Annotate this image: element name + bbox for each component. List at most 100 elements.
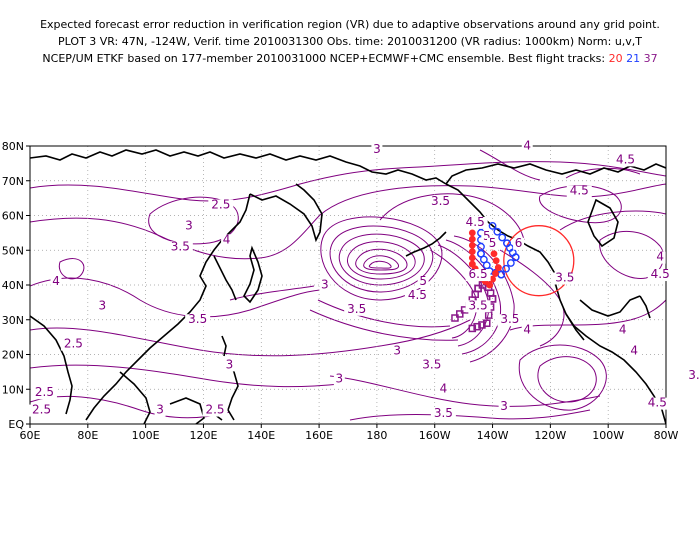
contour-label: 2.5 (205, 403, 224, 417)
contour-label-bg (685, 369, 700, 382)
lat-label: 40N (2, 279, 24, 292)
contour-lines (30, 149, 666, 421)
contour-label: 3 (156, 403, 164, 417)
track-21-marker (502, 264, 510, 273)
contour-label: 5 (419, 274, 427, 288)
track-20-marker (468, 229, 476, 237)
contour-label-bg (566, 185, 592, 198)
title-line-1: Expected forecast error reduction in ver… (40, 18, 660, 31)
contour-label: 3.5 (347, 302, 366, 316)
contour-label-bg (29, 404, 55, 417)
track-20-marker (468, 254, 476, 262)
contour-label: 3.5 (188, 312, 207, 326)
contour-label-bg (221, 234, 233, 247)
verification-region-circle (503, 225, 575, 297)
contour-label: 3.5 (500, 312, 519, 326)
contour-label-bg (654, 251, 666, 264)
track-20-label: 20 (608, 52, 623, 65)
contour-label-bg (437, 383, 449, 396)
contour-label-bg (371, 143, 383, 156)
contour-label: 2.5 (211, 198, 230, 212)
lon-label: 80E (77, 429, 98, 442)
contour-label-bg (647, 269, 673, 282)
lat-label: 30N (2, 314, 24, 327)
contour-label: 4.5 (616, 152, 635, 166)
contour-label-bg (552, 272, 578, 285)
contour-label-bg (419, 359, 445, 372)
lon-label: 100E (132, 429, 160, 442)
contour-label-bg (481, 230, 493, 243)
contour-label: 4 (523, 138, 531, 152)
track-21-marker (493, 227, 502, 236)
lon-label: 80W (654, 429, 679, 442)
contour-label-bg (487, 237, 499, 250)
lon-label: 120W (534, 429, 566, 442)
contour-label-bg (613, 154, 639, 167)
contour-label-bg (521, 324, 533, 337)
contour-label: 3 (185, 218, 193, 232)
contour-label: 2.5 (35, 385, 54, 399)
contour-label: 4.5 (408, 288, 427, 302)
track-37-marker (488, 295, 497, 303)
track-21-marker (503, 239, 511, 248)
contour-label: 3 (500, 399, 508, 413)
track-20-marker (490, 250, 498, 258)
contour-label: 4 (656, 250, 664, 264)
contour-label-bg (183, 220, 195, 233)
track-20-marker (468, 241, 476, 249)
contour-label-bg (154, 404, 166, 417)
contour-label-bg (521, 140, 533, 153)
lon-label: 140E (247, 429, 275, 442)
track-37-marker (456, 310, 464, 318)
contour-label: 4 (523, 323, 531, 337)
contour-label-bg (644, 397, 670, 410)
lat-label: 70N (2, 175, 24, 188)
contour-label-bg (617, 324, 629, 337)
contour-label-bg (417, 276, 429, 288)
contour-label-bg (404, 289, 430, 302)
flight-tracks (451, 222, 520, 333)
track-21-marker (498, 233, 507, 242)
contour-label: 2.5 (32, 403, 51, 417)
contour-label-bg (628, 345, 640, 358)
track-37-marker (468, 324, 477, 333)
track-20-marker (492, 257, 500, 265)
contour-label-bg (96, 300, 108, 313)
contour-label-bg (498, 401, 510, 414)
contour-label: 4.5 (466, 215, 485, 229)
track-20-marker (486, 281, 494, 289)
contour-label: 4 (223, 232, 231, 246)
track-21-marker (488, 222, 497, 230)
contour-label-bg (428, 196, 454, 209)
contour-label-bg (223, 359, 235, 372)
contour-label-bg (31, 387, 57, 400)
contour-label-bg (497, 314, 523, 327)
contour-label-bg (185, 314, 211, 327)
contour-label-bg (465, 300, 491, 313)
track-20-marker (494, 264, 502, 272)
contour-label: 6.5 (469, 267, 488, 281)
contour-label-bg (430, 408, 456, 421)
contour-label-bg (462, 216, 488, 229)
lat-label: 80N (2, 140, 24, 153)
title-block: Expected forecast error reduction in ver… (0, 16, 700, 67)
track-37-marker (451, 314, 459, 322)
lon-label: 60E (20, 429, 41, 442)
track-20-marker (468, 248, 476, 256)
contour-label: 6 (515, 236, 523, 250)
contour-label: 3 (373, 142, 381, 156)
contour-label: 3.5 (422, 357, 441, 371)
track-20-marker (492, 270, 499, 277)
title-line-3: NCEP/UM ETKF based on 177-member 2010031… (0, 50, 700, 67)
contour-label: 3.5 (688, 368, 700, 382)
lon-label: 120E (189, 429, 217, 442)
lon-label: 140W (477, 429, 509, 442)
contour-label: 4 (619, 323, 627, 337)
contour-label-bg (333, 373, 345, 386)
contour-label-bg (167, 241, 193, 254)
contour-label: 3 (336, 371, 344, 385)
lon-label: 180 (366, 429, 387, 442)
contour-label: 3 (393, 344, 401, 358)
